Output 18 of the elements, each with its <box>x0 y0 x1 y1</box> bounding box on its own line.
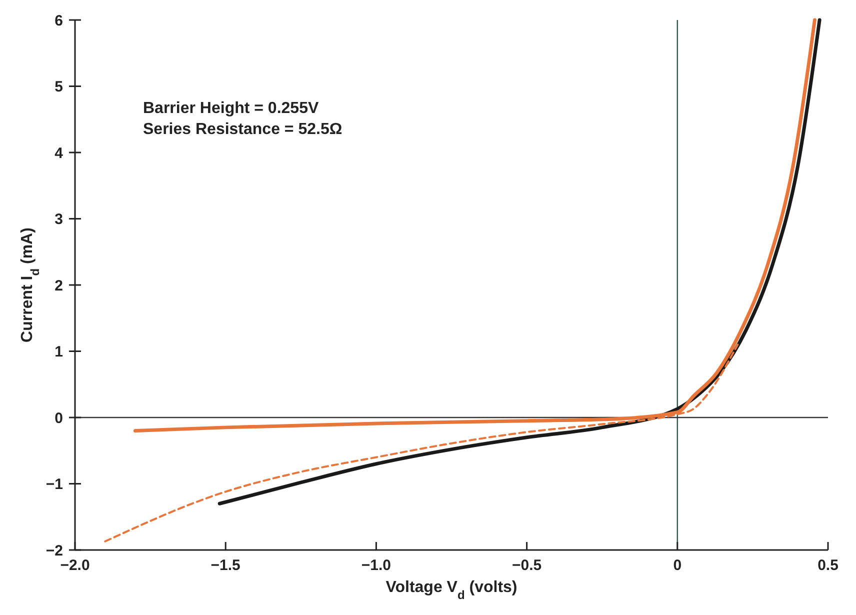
y-tick-label: 0 <box>54 410 63 427</box>
y-tick-label: 3 <box>54 211 63 228</box>
x-tick-label: −0.5 <box>512 557 542 574</box>
x-tick-label: 0 <box>673 557 682 574</box>
x-tick-label: −2.0 <box>60 557 90 574</box>
x-tick-label: −1.0 <box>361 557 392 574</box>
x-axis-title: Voltage V$_{d}$ (volts) <box>386 579 518 602</box>
y-tick-label: 4 <box>54 144 64 162</box>
y-tick-label: 6 <box>54 12 63 30</box>
y-tick-label: −1 <box>46 476 63 493</box>
annotation: Barrier Height = 0.255V <box>143 100 319 117</box>
y-tick-label: 5 <box>54 78 63 96</box>
x-tick-label: −1.5 <box>210 557 240 574</box>
y-tick-label: 1 <box>54 344 63 360</box>
y-tick-label: −2 <box>46 542 63 560</box>
annotation: Series Resistance = 52.5Ω <box>143 121 342 138</box>
x-tick-label: 0.5 <box>818 557 838 574</box>
y-tick-label: 2 <box>54 277 63 294</box>
